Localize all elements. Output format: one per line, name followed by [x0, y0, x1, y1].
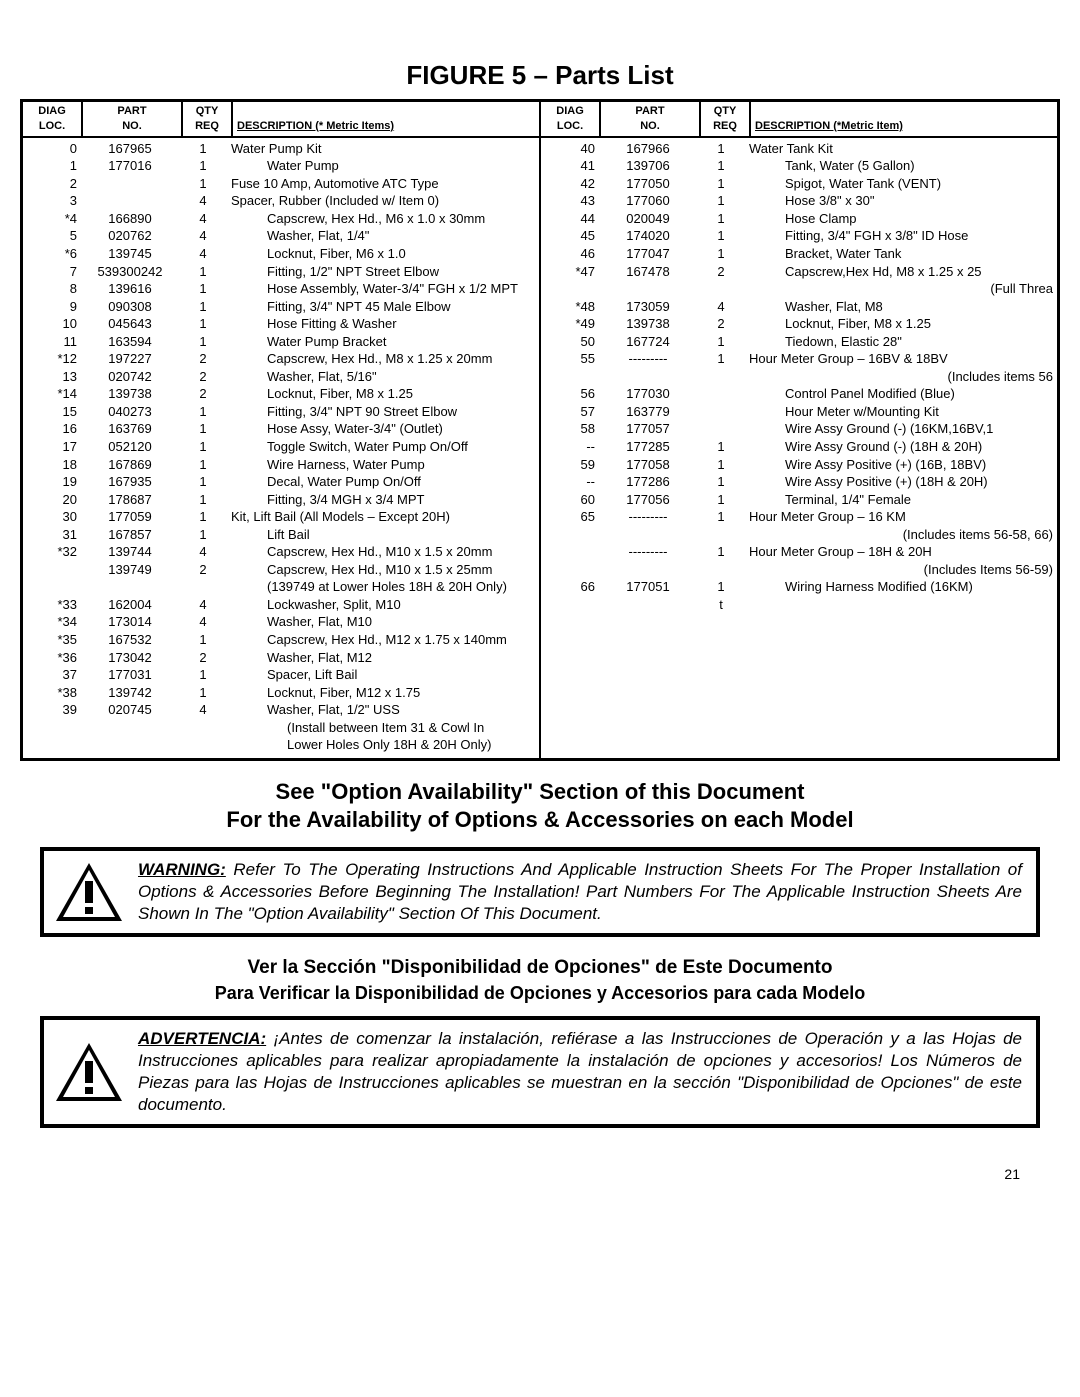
table-row: Lower Holes Only 18H & 20H Only)	[23, 736, 539, 754]
table-header: DIAGLOC. PARTNO. QTYREQ DESCRIPTION (* M…	[23, 102, 539, 138]
table-row: 50207624Washer, Flat, 1/4"	[23, 227, 539, 245]
page-number: 21	[20, 1136, 1060, 1182]
table-row: 311678571Lift Bail	[23, 526, 539, 544]
table-row: 661770511Wiring Harness Modified (16KM)	[541, 578, 1057, 596]
table-row: *491397382Locknut, Fiber, M8 x 1.25	[541, 315, 1057, 333]
table-row: (Includes items 56-58, 66)	[541, 526, 1057, 544]
table-row: 181678691Wire Harness, Water Pump	[23, 456, 539, 474]
table-row: *331620044Lockwasher, Split, M10	[23, 596, 539, 614]
table-row: *61397454Locknut, Fiber, M6 x 1.0	[23, 245, 539, 263]
section-heading-en-2: For the Availability of Options & Access…	[20, 807, 1060, 833]
warning-text-es: ADVERTENCIA: ¡Antes de comenzar la insta…	[138, 1028, 1022, 1116]
table-row: 201786871Fitting, 3/4 MGH x 3/4 MPT	[23, 491, 539, 509]
warning-text-en: WARNING: Refer To The Operating Instruct…	[138, 859, 1022, 925]
table-row: *351675321Capscrew, Hex Hd., M12 x 1.75 …	[23, 631, 539, 649]
table-row: (Full Threa	[541, 280, 1057, 298]
table-row: 440200491Hose Clamp	[541, 210, 1057, 228]
table-row: 75393002421Fitting, 1/2" NPT Street Elbo…	[23, 263, 539, 281]
section-heading-es-2: Para Verificar la Disponibilidad de Opci…	[20, 983, 1060, 1004]
table-row: 11770161Water Pump	[23, 157, 539, 175]
table-row: 421770501Spigot, Water Tank (VENT)	[541, 175, 1057, 193]
warning-icon	[54, 1041, 124, 1103]
parts-left-column: DIAGLOC. PARTNO. QTYREQ DESCRIPTION (* M…	[23, 102, 539, 758]
table-row: *341730144Washer, Flat, M10	[23, 613, 539, 631]
table-row: (Includes items 56	[541, 368, 1057, 386]
table-row: t	[541, 596, 1057, 614]
table-row: *471674782Capscrew,Hex Hd, M8 x 1.25 x 2…	[541, 263, 1057, 281]
table-row: 57163779Hour Meter w/Mounting Kit	[541, 403, 1057, 421]
table-row: 161637691Hose Assy, Water-3/4" (Outlet)	[23, 420, 539, 438]
table-row: 130207422Washer, Flat, 5/16"	[23, 368, 539, 386]
section-heading-es-1: Ver la Sección "Disponibilidad de Opcion…	[20, 957, 1060, 979]
table-row: 501677241Tiedown, Elastic 28"	[541, 333, 1057, 351]
table-row: 100456431Hose Fitting & Washer	[23, 315, 539, 333]
table-row: 65---------1Hour Meter Group – 16 KM	[541, 508, 1057, 526]
table-row: 1397492Capscrew, Hex Hd., M10 x 1.5 x 25…	[23, 561, 539, 579]
table-row: 55---------1Hour Meter Group – 16BV & 18…	[541, 350, 1057, 368]
parts-right-column: DIAGLOC. PARTNO. QTYREQ DESCRIPTION (*Me…	[539, 102, 1057, 758]
warning-icon	[54, 861, 124, 923]
warning-box-en: WARNING: Refer To The Operating Instruct…	[40, 847, 1040, 937]
table-row: 90903081Fitting, 3/4" NPT 45 Male Elbow	[23, 298, 539, 316]
figure-title: FIGURE 5 – Parts List	[20, 60, 1060, 91]
table-row: 111635941Water Pump Bracket	[23, 333, 539, 351]
table-row: *321397444Capscrew, Hex Hd., M10 x 1.5 x…	[23, 543, 539, 561]
table-row: 34Spacer, Rubber (Included w/ Item 0)	[23, 192, 539, 210]
table-row: 58177057Wire Assy Ground (-) (16KM,16BV,…	[541, 420, 1057, 438]
table-row: 411397061Tank, Water (5 Gallon)	[541, 157, 1057, 175]
table-row: (139749 at Lower Holes 18H & 20H Only)	[23, 578, 539, 596]
table-row: 21Fuse 10 Amp, Automotive ATC Type	[23, 175, 539, 193]
table-row: ---------1Hour Meter Group – 18H & 20H	[541, 543, 1057, 561]
table-row: 81396161Hose Assembly, Water-3/4" FGH x …	[23, 280, 539, 298]
table-row: 390207454Washer, Flat, 1/2" USS	[23, 701, 539, 719]
table-row: 56177030Control Panel Modified (Blue)	[541, 385, 1057, 403]
table-row: 301770591Kit, Lift Bail (All Models – Ex…	[23, 508, 539, 526]
table-row: 191679351Decal, Water Pump On/Off	[23, 473, 539, 491]
table-row: 01679651Water Pump Kit	[23, 140, 539, 158]
table-row: 401679661Water Tank Kit	[541, 140, 1057, 158]
table-row: 461770471Bracket, Water Tank	[541, 245, 1057, 263]
table-row: 601770561Terminal, 1/4" Female	[541, 491, 1057, 509]
table-row: *141397382Locknut, Fiber, M8 x 1.25	[23, 385, 539, 403]
table-row: 371770311Spacer, Lift Bail	[23, 666, 539, 684]
table-row: *481730594Washer, Flat, M8	[541, 298, 1057, 316]
table-row: *361730422Washer, Flat, M12	[23, 649, 539, 667]
table-row: (Install between Item 31 & Cowl In	[23, 719, 539, 737]
table-row: *381397421Locknut, Fiber, M12 x 1.75	[23, 684, 539, 702]
table-row: 591770581Wire Assy Positive (+) (16B, 18…	[541, 456, 1057, 474]
table-row: --1772861Wire Assy Positive (+) (18H & 2…	[541, 473, 1057, 491]
table-row: 431770601Hose 3/8" x 30"	[541, 192, 1057, 210]
table-row: *41668904Capscrew, Hex Hd., M6 x 1.0 x 3…	[23, 210, 539, 228]
table-row: --1772851Wire Assy Ground (-) (18H & 20H…	[541, 438, 1057, 456]
table-row: *121972272Capscrew, Hex Hd., M8 x 1.25 x…	[23, 350, 539, 368]
table-row: 150402731Fitting, 3/4" NPT 90 Street Elb…	[23, 403, 539, 421]
table-row: (Includes Items 56-59)	[541, 561, 1057, 579]
table-row: 451740201Fitting, 3/4" FGH x 3/8" ID Hos…	[541, 227, 1057, 245]
warning-box-es: ADVERTENCIA: ¡Antes de comenzar la insta…	[40, 1016, 1040, 1128]
table-header: DIAGLOC. PARTNO. QTYREQ DESCRIPTION (*Me…	[541, 102, 1057, 138]
table-row: 170521201Toggle Switch, Water Pump On/Of…	[23, 438, 539, 456]
section-heading-en-1: See "Option Availability" Section of thi…	[20, 779, 1060, 805]
parts-table: DIAGLOC. PARTNO. QTYREQ DESCRIPTION (* M…	[20, 99, 1060, 761]
